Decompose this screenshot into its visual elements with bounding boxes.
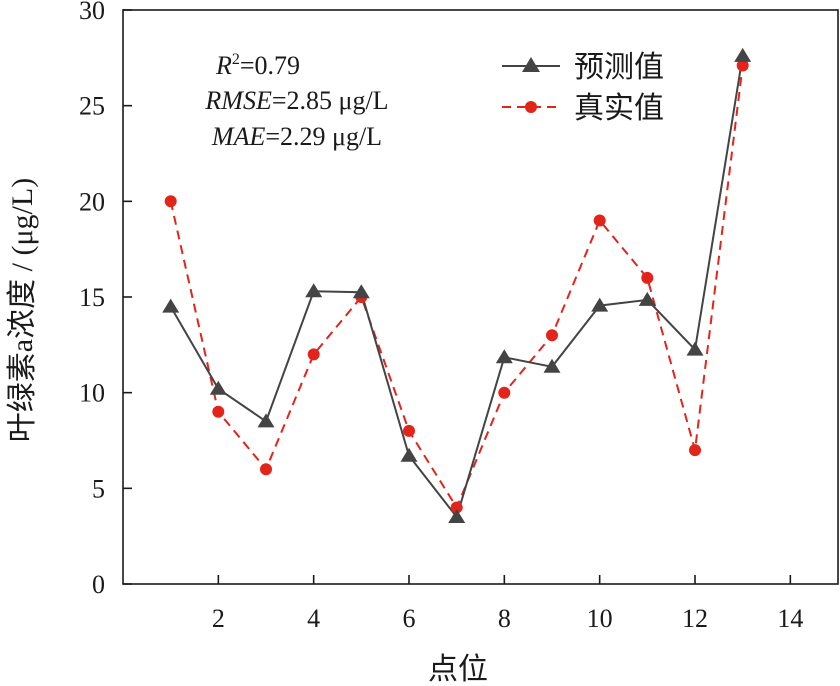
y-tick-label: 25: [79, 92, 105, 121]
x-tick-label: 8: [498, 604, 511, 633]
y-axis-label: 叶绿素a浓度 / (μg/L): [6, 178, 39, 442]
legend-item-actual: 真实值: [502, 92, 664, 125]
data-point-predicted: [543, 358, 561, 373]
stats-annotation: R2=0.79 RMSE=2.85 μg/L MAE=2.29 μg/L: [204, 51, 388, 151]
x-tick-label: 12: [682, 604, 708, 633]
data-point-predicted: [734, 47, 752, 62]
x-tick-label: 10: [587, 604, 613, 633]
x-tick-label: 2: [212, 604, 225, 633]
data-point-predicted: [495, 349, 513, 364]
series-markers-actual: [164, 59, 749, 514]
x-tick-label: 6: [403, 604, 416, 633]
data-point-actual: [736, 59, 749, 72]
legend-marker-predicted: [522, 57, 540, 72]
legend-item-predicted: 预测值: [502, 51, 664, 84]
data-point-actual: [498, 386, 511, 399]
data-point-actual: [593, 214, 606, 227]
legend: 预测值 真实值: [502, 51, 664, 125]
x-axis-label: 点位: [428, 653, 488, 686]
x-tick-label: 4: [307, 604, 320, 633]
data-point-predicted: [352, 284, 370, 299]
data-point-actual: [307, 348, 320, 361]
data-point-actual: [450, 501, 463, 514]
data-point-actual: [212, 405, 225, 418]
data-point-predicted: [686, 341, 704, 356]
x-axis-ticks: 2 4 6 8 10 12 14: [212, 575, 803, 633]
y-tick-label: 15: [79, 283, 105, 312]
data-point-actual: [689, 444, 701, 457]
data-point-predicted: [162, 298, 180, 313]
rmse-annotation: RMSE=2.85 μg/L: [204, 86, 388, 115]
legend-label-predicted: 预测值: [574, 51, 664, 84]
data-point-actual: [546, 329, 558, 342]
data-point-predicted: [400, 447, 418, 462]
data-point-predicted: [448, 509, 466, 523]
legend-label-actual: 真实值: [574, 92, 664, 125]
y-tick-label: 10: [79, 379, 105, 408]
data-point-predicted: [591, 297, 609, 312]
data-point-actual: [403, 424, 415, 437]
series-layer: [162, 47, 752, 523]
data-point-actual: [260, 463, 272, 476]
data-point-actual: [641, 271, 654, 284]
data-point-actual: [164, 195, 177, 208]
data-point-predicted: [305, 283, 323, 298]
y-tick-label: 0: [92, 570, 105, 599]
series-markers-predicted: [162, 47, 752, 523]
y-tick-label: 5: [92, 474, 105, 503]
y-axis-ticks: 0 5 10 15 20 25 30: [79, 0, 132, 599]
x-tick-label: 14: [777, 604, 803, 633]
data-point-predicted: [209, 380, 227, 395]
mae-annotation: MAE=2.29 μg/L: [211, 122, 382, 151]
data-point-predicted: [257, 413, 275, 428]
data-point-predicted: [638, 291, 656, 306]
legend-marker-actual: [525, 101, 537, 113]
r2-annotation: R2=0.79: [215, 51, 300, 80]
y-tick-label: 20: [79, 187, 105, 216]
y-tick-label: 30: [79, 0, 105, 25]
